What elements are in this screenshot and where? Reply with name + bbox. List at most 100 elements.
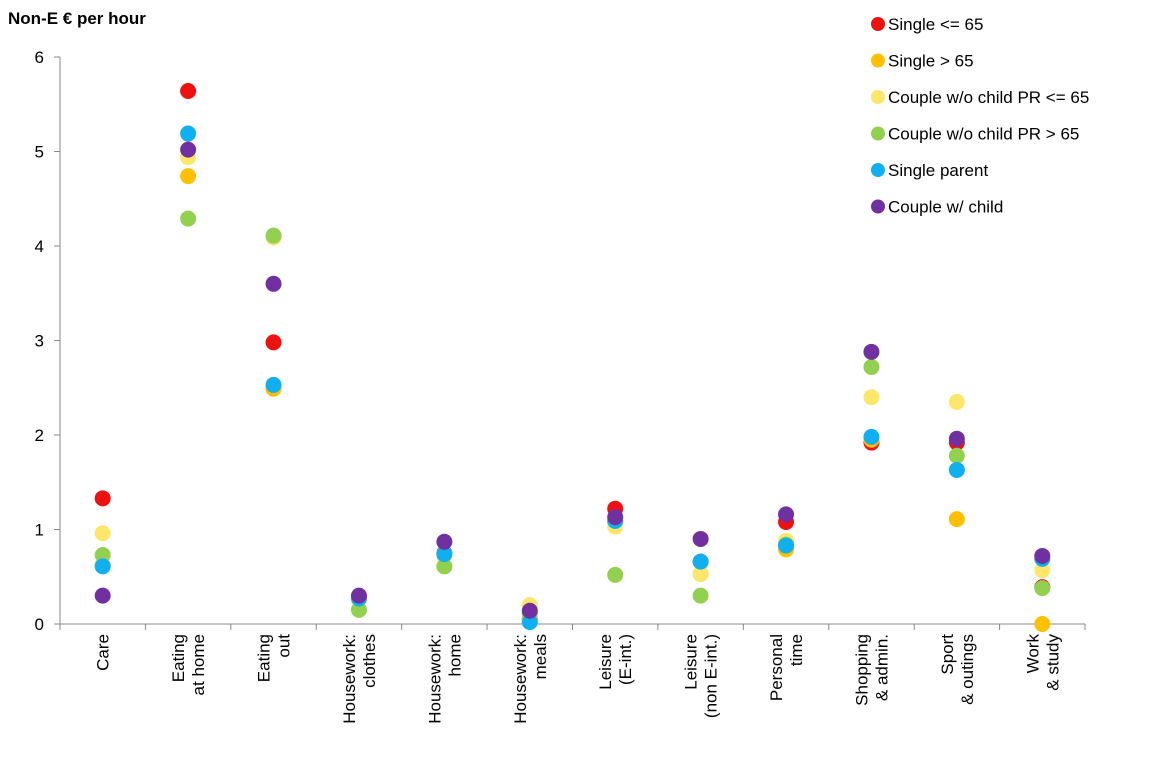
- x-tick-label-line: (E-int.): [616, 634, 635, 685]
- data-point-series-5: [692, 553, 709, 570]
- x-tick-label: Personaltime: [767, 634, 806, 701]
- x-tick-label-line: Personal: [767, 634, 786, 701]
- y-tick-label: 5: [35, 143, 44, 162]
- data-point-series-6: [436, 533, 453, 550]
- x-tick-label: Care: [94, 634, 113, 671]
- data-point-series-2: [1034, 616, 1051, 632]
- data-point-series-4: [94, 547, 111, 564]
- data-point-series-5: [265, 376, 282, 393]
- data-point-series-6: [94, 587, 111, 604]
- data-point-series-1: [265, 334, 282, 351]
- x-tick-label: Housework:home: [425, 634, 464, 724]
- x-tick-label-line: Housework:: [425, 634, 444, 724]
- legend-marker: [871, 17, 885, 31]
- x-tick-label-line: Eating: [255, 634, 274, 682]
- y-tick-label: 1: [35, 521, 44, 540]
- data-point-series-5: [863, 428, 880, 445]
- data-point-series-6: [180, 141, 197, 158]
- data-point-series-4: [1034, 580, 1051, 597]
- x-tick-label-line: at home: [189, 634, 208, 695]
- data-point-series-5: [521, 614, 538, 631]
- data-point-series-4: [436, 558, 453, 575]
- x-tick-label: Housework:clothes: [340, 634, 379, 724]
- x-tick-label: Sport& outings: [938, 634, 977, 705]
- y-tick-label: 6: [35, 48, 44, 67]
- x-axis-ticks: Care Eatingat home Eatingout Housework:clot…: [59, 624, 1086, 724]
- x-tick-label: Shopping& admin.: [852, 634, 891, 706]
- data-point-series-3: [863, 389, 880, 406]
- x-tick-label-line: & study: [1043, 634, 1062, 691]
- x-tick-label-line: Leisure: [682, 634, 701, 690]
- x-tick-label: Work& study: [1023, 634, 1062, 691]
- x-tick-label-line: out: [275, 634, 294, 658]
- data-point-series-6: [948, 430, 965, 447]
- x-tick-label-line: Shopping: [852, 634, 871, 706]
- legend-marker: [871, 53, 885, 68]
- x-tick-label-line: home: [445, 634, 464, 677]
- y-tick-label: 4: [35, 237, 44, 256]
- legend-label: Single <= 65: [888, 15, 983, 34]
- data-point-series-1: [180, 83, 197, 100]
- data-point-series-6: [265, 275, 282, 292]
- data-point-series-6: [1034, 547, 1051, 564]
- data-point-series-5: [94, 558, 111, 575]
- y-axis-ticks: 0 1 2 3 4 5 6: [35, 48, 60, 634]
- legend-marker: [871, 199, 885, 214]
- y-tick-label: 2: [35, 426, 44, 445]
- data-point-series-5: [180, 125, 197, 142]
- data-point-series-6: [863, 343, 880, 360]
- legend-label: Couple w/ child: [888, 198, 1003, 217]
- x-tick-label-line: (non E-int.): [702, 634, 721, 718]
- data-point-series-3: [1034, 562, 1051, 579]
- x-tick-label-line: Work: [1023, 634, 1042, 674]
- legend-label: Single parent: [888, 161, 988, 180]
- x-tick-label: Housework:meals: [511, 634, 550, 724]
- data-point-series-3: [692, 565, 709, 582]
- legend-marker: [871, 126, 885, 141]
- y-tick-label: 0: [35, 615, 44, 634]
- data-point-series-6: [350, 587, 367, 604]
- data-point-series-5: [436, 546, 453, 563]
- x-tick-label: Leisure(non E-int.): [682, 634, 721, 718]
- x-tick-label-line: Housework:: [511, 634, 530, 724]
- legend-label: Couple w/o child PR > 65: [888, 125, 1079, 144]
- x-tick-label-line: Sport: [938, 634, 957, 675]
- data-point-series-4: [350, 601, 367, 618]
- x-tick-label-line: meals: [531, 634, 550, 679]
- data-point-series-3: [94, 525, 111, 542]
- y-tick-label: 3: [35, 332, 44, 351]
- data-point-series-4: [180, 210, 197, 227]
- x-tick-label-line: & outings: [958, 634, 977, 705]
- data-point-series-1: [94, 490, 111, 507]
- x-tick-label-line: & admin.: [872, 634, 891, 701]
- data-points: [94, 83, 1051, 632]
- data-point-series-5: [778, 537, 795, 554]
- data-point-series-2: [948, 511, 965, 528]
- legend-marker: [871, 163, 885, 177]
- data-point-series-4: [692, 587, 709, 604]
- x-tick-label-line: Housework:: [340, 634, 359, 724]
- data-point-series-6: [692, 530, 709, 547]
- data-point-series-4: [607, 566, 624, 583]
- data-point-series-6: [607, 509, 624, 526]
- x-tick-label: Eatingout: [255, 634, 294, 682]
- data-point-series-3: [948, 393, 965, 410]
- x-tick-label-line: Leisure: [596, 634, 615, 690]
- data-point-series-4: [948, 447, 965, 464]
- data-point-series-6: [521, 602, 538, 619]
- x-tick-label-line: Care: [94, 634, 113, 671]
- x-tick-label: Eatingat home: [169, 634, 208, 695]
- legend-label: Single > 65: [888, 52, 974, 71]
- x-tick-label-line: Eating: [169, 634, 188, 682]
- y-axis-label: Non-E € per hour: [8, 9, 146, 28]
- x-tick-label: Leisure(E-int.): [596, 634, 635, 690]
- data-point-series-2: [180, 168, 197, 185]
- data-point-series-6: [778, 506, 795, 523]
- legend: Single <= 65 Single > 65 Couple w/o child …: [871, 15, 1089, 217]
- data-point-series-5: [948, 461, 965, 478]
- x-tick-label-line: time: [787, 634, 806, 666]
- data-point-series-4: [863, 358, 880, 375]
- legend-label: Couple w/o child PR <= 65: [888, 88, 1089, 107]
- x-tick-label-line: clothes: [360, 634, 379, 688]
